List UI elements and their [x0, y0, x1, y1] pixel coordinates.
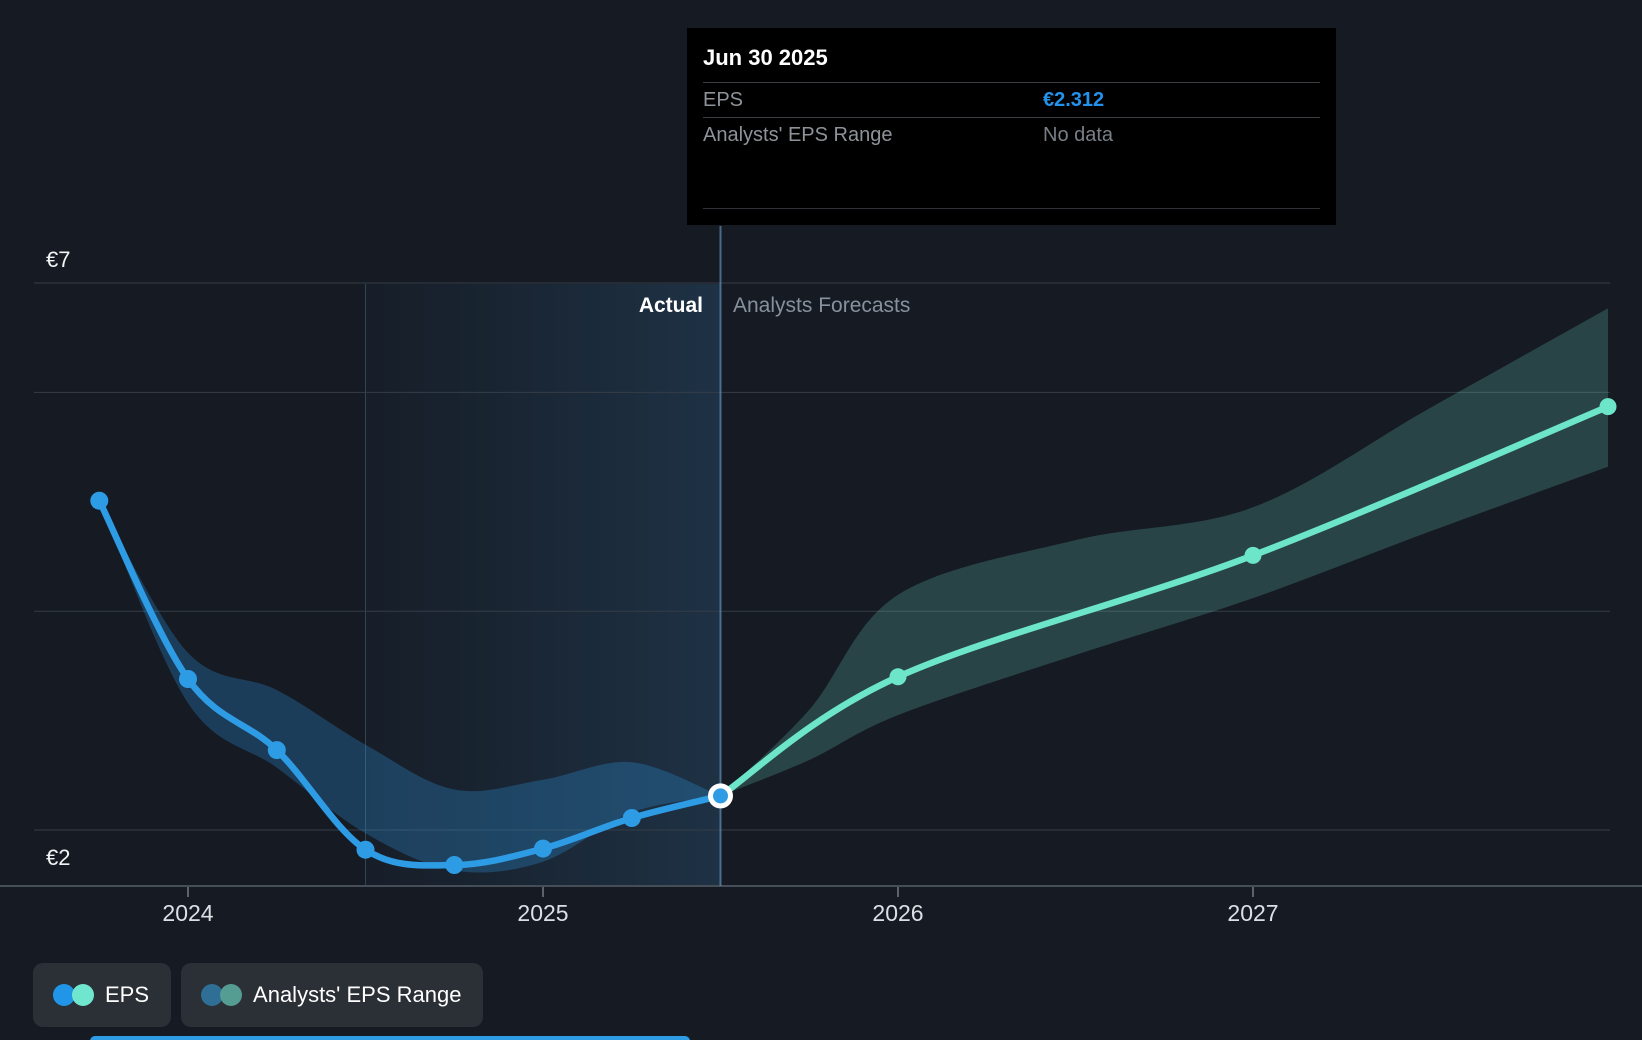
- y-axis-label-min: €2: [46, 845, 71, 870]
- legend-chip-eps[interactable]: EPS: [33, 963, 172, 1027]
- tooltip-divider: [703, 208, 1320, 209]
- legend-eps-label: EPS: [105, 982, 150, 1007]
- eps-range-band-actual: [99, 500, 721, 873]
- tooltip-eps-label: EPS: [703, 88, 744, 111]
- eps-point-0[interactable]: [90, 491, 109, 510]
- x-tick-label-2024: 2024: [162, 900, 213, 926]
- today-point[interactable]: [713, 788, 728, 804]
- eps-point-1[interactable]: [179, 670, 197, 688]
- forecast-zone-label: Analysts Forecasts: [733, 294, 911, 317]
- tooltip-range-label: Analysts' EPS Range: [703, 123, 893, 146]
- eps-range-legend-icon: [201, 984, 243, 1006]
- eps-point-3[interactable]: [356, 840, 375, 859]
- bottom-accent-bar: [90, 1036, 690, 1040]
- highlight-window: [365, 284, 721, 886]
- x-tick-label-2026: 2026: [872, 900, 923, 926]
- eps-point-4[interactable]: [445, 856, 464, 874]
- tooltip-range-value: No data: [1043, 123, 1114, 146]
- tooltip: Jun 30 2025 EPS €2.312 Analysts' EPS Ran…: [687, 28, 1336, 225]
- y-axis-label-max: €7: [46, 247, 71, 272]
- eps-point-6[interactable]: [622, 809, 641, 827]
- tooltip-row-range: Analysts' EPS Range No data: [703, 118, 1320, 152]
- legend-chip-eps-range[interactable]: Analysts' EPS Range: [181, 963, 484, 1027]
- forecast-line[interactable]: [717, 403, 1612, 800]
- forecast-point-0[interactable]: [889, 668, 907, 686]
- x-tick-label-2027: 2027: [1227, 900, 1278, 926]
- x-tick-label-2025: 2025: [517, 900, 568, 926]
- eps-point-5[interactable]: [534, 839, 552, 858]
- legend: EPS Analysts' EPS Range: [33, 963, 484, 1027]
- legend-eps-range-label: Analysts' EPS Range: [253, 982, 462, 1007]
- analysts-eps-range-band: [720, 308, 1608, 796]
- actual-zone-label: Actual: [638, 294, 703, 317]
- eps-legend-icon: [53, 984, 94, 1006]
- forecast-point-2[interactable]: [1599, 398, 1617, 416]
- tooltip-row-eps: EPS €2.312: [703, 83, 1320, 118]
- eps-point-2[interactable]: [267, 741, 286, 760]
- tooltip-eps-value: €2.312: [1043, 88, 1105, 111]
- tooltip-date: Jun 30 2025: [703, 38, 1320, 83]
- forecast-point-1[interactable]: [1244, 546, 1262, 564]
